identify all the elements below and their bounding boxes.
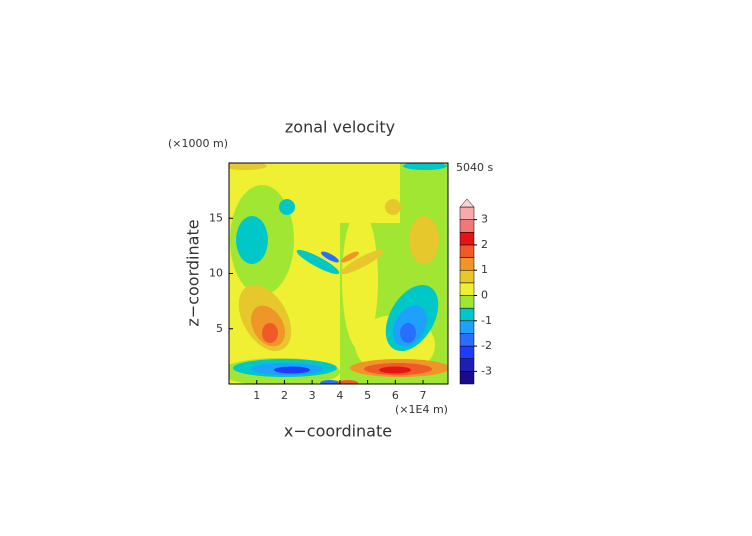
- colorbar-bin: [459, 307, 475, 322]
- x-tick-label: 3: [309, 389, 316, 402]
- colorbar-extend: [459, 198, 475, 208]
- colorbar-bin: [459, 232, 475, 246]
- colorbar-label: 2: [481, 238, 488, 251]
- contour-region: [274, 366, 310, 374]
- colorbar-label: 1: [481, 263, 488, 276]
- colorbar-bin: [459, 371, 475, 385]
- contour-region: [229, 163, 267, 170]
- x-tick-label: 7: [420, 389, 427, 402]
- contour-region: [279, 199, 295, 215]
- x-unit: (×1E4 m): [395, 403, 448, 416]
- y-unit: (×1000 m): [168, 137, 228, 150]
- contour-region: [296, 249, 340, 275]
- colorbar-bin: [459, 219, 475, 233]
- contour-region: [403, 163, 447, 170]
- y-tick-label: 5: [216, 322, 223, 335]
- contour-region: [409, 216, 439, 264]
- contour-region: [400, 323, 416, 343]
- colorbar-label: -3: [481, 364, 492, 377]
- x-axis-label: x−coordinate: [284, 422, 392, 441]
- colorbar-label: 3: [481, 213, 488, 226]
- contour-region: [262, 323, 278, 343]
- colorbar-bin: [459, 257, 475, 271]
- colorbar-bin: [459, 282, 475, 296]
- contour-region: [338, 380, 358, 384]
- colorbar-bin: [459, 345, 475, 359]
- contour-region: [385, 199, 401, 215]
- colorbar-bin: [459, 333, 475, 347]
- colorbar-bin: [459, 358, 475, 372]
- contour-region: [320, 380, 340, 384]
- contour-region: [342, 210, 378, 350]
- contour-field: [229, 163, 448, 384]
- x-tick-label: 4: [336, 389, 343, 402]
- colorbar-label: -2: [481, 339, 492, 352]
- colorbar-bin: [459, 206, 475, 220]
- colorbar-label: 0: [481, 289, 488, 302]
- colorbar-bin: [459, 269, 475, 284]
- chart-title: zonal velocity: [285, 118, 395, 137]
- x-tick-label: 6: [392, 389, 399, 402]
- y-tick-label: 10: [209, 267, 223, 280]
- contour-region: [321, 251, 339, 263]
- y-tick-label: 15: [209, 211, 223, 224]
- colorbar-bin: [459, 320, 475, 334]
- contour-region: [236, 216, 268, 264]
- contour-region: [379, 366, 411, 374]
- contour-region: [340, 249, 384, 275]
- colorbar-label: -1: [481, 314, 492, 327]
- x-tick-label: 1: [253, 389, 260, 402]
- colorbar-bin: [459, 295, 475, 309]
- colorbar-bin: [459, 244, 475, 258]
- y-axis-label: z−coordinate: [184, 219, 203, 326]
- contour-region: [341, 251, 359, 263]
- x-tick-label: 2: [281, 389, 288, 402]
- time-label: 5040 s: [456, 161, 493, 174]
- x-tick-label: 5: [364, 389, 371, 402]
